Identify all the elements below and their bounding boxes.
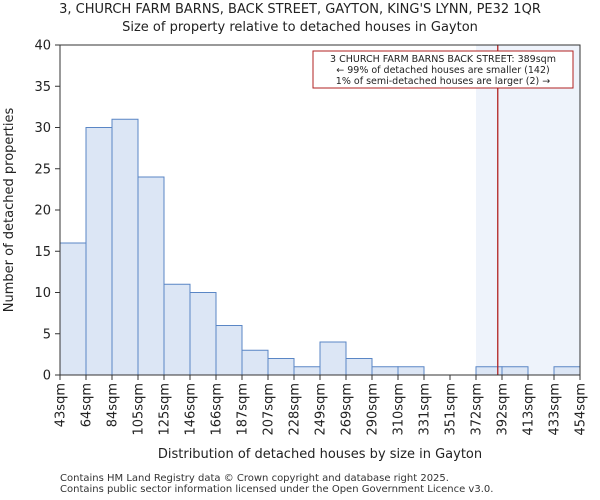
bar-228sqm — [293, 366, 321, 376]
y-tick-label: 10 — [34, 286, 51, 301]
bar-433sqm — [553, 366, 581, 376]
annotation-line-2: ← 99% of detached houses are smaller (14… — [336, 65, 549, 76]
bar-84sqm — [111, 118, 139, 376]
annotation-line-3: 1% of semi-detached houses are larger (2… — [336, 76, 550, 87]
chart-subtitle: Size of property relative to detached ho… — [122, 20, 478, 35]
bar-207sqm — [267, 358, 295, 376]
y-tick-label: 35 — [34, 80, 51, 95]
x-tick-label: 269sqm — [340, 383, 355, 436]
bar-146sqm — [189, 292, 217, 376]
x-tick-label: 207sqm — [262, 383, 277, 436]
x-tick-label: 187sqm — [236, 383, 251, 436]
bar-64sqm — [85, 127, 113, 376]
bar-187sqm — [241, 349, 269, 376]
y-tick-label: 0 — [43, 369, 51, 384]
x-tick-label: 290sqm — [366, 383, 381, 436]
x-tick-label: 146sqm — [184, 383, 199, 436]
x-tick-label: 372sqm — [470, 383, 485, 436]
plot-frame — [59, 44, 581, 376]
x-tick-label: 249sqm — [314, 383, 329, 436]
y-tick-label: 30 — [34, 121, 51, 136]
x-tick-label: 125sqm — [158, 383, 173, 436]
y-tick-label: 5 — [43, 327, 51, 342]
bar-166sqm — [215, 325, 243, 376]
y-tick-label: 40 — [34, 39, 51, 54]
x-tick-label: 392sqm — [496, 383, 511, 436]
x-axis-label: Distribution of detached houses by size … — [158, 447, 482, 462]
bar-392sqm — [501, 366, 529, 376]
x-tick-label: 166sqm — [210, 383, 225, 436]
y-axis-label: Number of detached properties — [2, 108, 17, 313]
footer-line-1: Contains HM Land Registry data © Crown c… — [60, 473, 449, 484]
y-tick-label: 15 — [34, 245, 51, 260]
bar-43sqm — [59, 242, 87, 376]
chart-title: 3, CHURCH FARM BARNS, BACK STREET, GAYTO… — [59, 2, 541, 17]
footer-line-2: Contains public sector information licen… — [60, 484, 494, 495]
x-tick-label: 433sqm — [548, 383, 563, 436]
x-tick-label: 43sqm — [54, 383, 69, 427]
highlight-region — [476, 45, 580, 375]
x-tick-label: 64sqm — [80, 383, 95, 427]
bar-249sqm — [319, 341, 347, 376]
bar-290sqm — [371, 366, 399, 376]
x-tick-label: 105sqm — [132, 383, 147, 436]
x-tick-label: 331sqm — [418, 383, 433, 436]
x-tick-label: 228sqm — [288, 383, 303, 436]
x-tick-label: 310sqm — [392, 383, 407, 436]
x-tick-label: 351sqm — [444, 383, 459, 436]
bar-269sqm — [345, 358, 373, 376]
bar-125sqm — [163, 283, 191, 376]
bar-310sqm — [397, 366, 425, 376]
bar-105sqm — [137, 176, 165, 376]
annotation-line-1: 3 CHURCH FARM BARNS BACK STREET: 389sqm — [330, 54, 556, 65]
x-tick-label: 413sqm — [522, 383, 537, 436]
y-tick-label: 20 — [34, 204, 51, 219]
annotation-box — [312, 50, 574, 89]
x-tick-label: 454sqm — [574, 383, 589, 436]
x-tick-label: 84sqm — [106, 383, 121, 427]
y-tick-label: 25 — [34, 162, 51, 177]
